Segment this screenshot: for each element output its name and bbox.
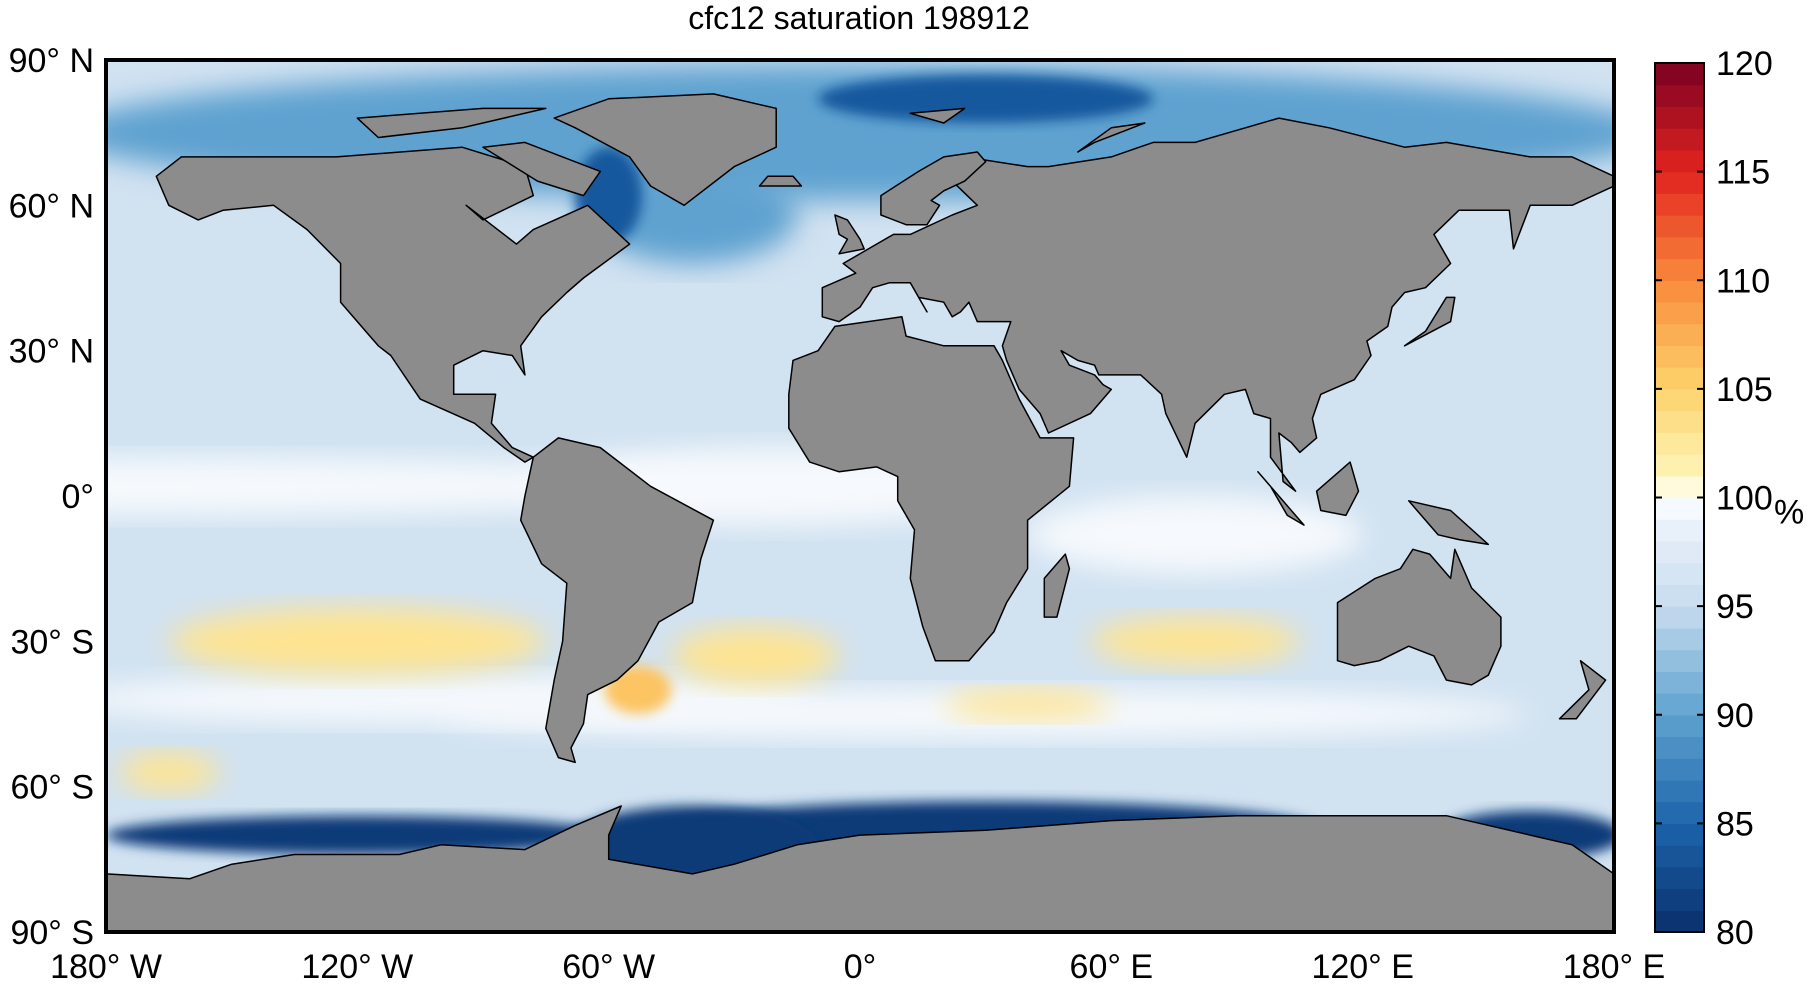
field-region [168,607,546,676]
colorbar-level [1655,736,1704,759]
land-north-america [155,146,631,463]
colorbar-level [1655,258,1704,281]
lat-tick-label: 0° [61,478,94,516]
field-region [118,752,220,792]
land-sumatra [1257,471,1305,526]
land-australia [1336,548,1502,686]
colorbar-level [1655,63,1704,86]
colorbar-level [1655,562,1704,585]
colorbar-level [1655,627,1704,651]
colorbar-level [1655,823,1704,846]
colorbar-level [1655,410,1704,433]
lat-tick-label: 90° N [9,42,94,80]
field-region [943,689,1112,719]
land-great-britain [834,214,865,255]
lon-tick-label: 60° W [562,948,655,984]
land-iceland [758,175,803,187]
colorbar: 80 85 90 95 100 105 110 115 120% [1654,45,1804,952]
colorbar-tick-label: 95 [1716,588,1754,626]
land-greenland [553,93,777,207]
field-region [818,74,1154,123]
colorbar-tick-label: 85 [1716,805,1754,843]
colorbar-level [1655,866,1704,890]
colorbar-tick-label: 100 [1716,480,1773,518]
field-region [604,665,672,714]
colorbar-level [1655,149,1704,173]
colorbar-level [1655,540,1704,564]
colorbar-level [1655,215,1704,238]
colorbar-level [1655,845,1704,868]
land-baffin-island [482,141,602,197]
field-region [106,815,609,855]
colorbar-level [1655,388,1704,412]
colorbar-level [1655,497,1704,520]
lon-tick-label: 120° E [1311,948,1413,984]
colorbar-level [1655,367,1704,390]
land-svalbard [909,107,966,124]
colorbar-tick-label: 115 [1716,154,1770,192]
colorbar-level [1655,84,1704,108]
colorbar-level [1655,236,1704,260]
field-region [1027,496,1363,574]
colorbar-level [1655,475,1704,499]
colorbar-level [1655,649,1704,672]
colorbar-units: % [1774,494,1804,532]
colorbar-level [1655,171,1704,194]
lat-tick-label: 30° S [10,623,94,661]
field-region [1090,617,1300,666]
land-eurasia [821,117,1614,492]
colorbar-level [1655,888,1704,911]
colorbar-level [1655,323,1704,347]
colorbar-level [1655,714,1704,738]
land-madagascar [1043,553,1071,618]
land-borneo [1315,461,1360,517]
land-africa [788,316,1075,662]
colorbar-level [1655,454,1704,477]
colorbar-level [1655,345,1704,368]
chart-title: cfc12 saturation 198912 [688,0,1030,36]
colorbar-level [1655,301,1704,325]
lon-tick-label: 180° E [1563,948,1665,984]
colorbar-level [1655,693,1704,716]
colorbar-tick-label: 90 [1716,697,1754,735]
colorbar-level [1655,280,1704,303]
lat-tick-label: 90° S [10,914,94,952]
colorbar-tick-label: 110 [1716,262,1770,300]
lon-tick-label: 0° [844,948,877,984]
colorbar-level [1655,671,1704,694]
colorbar-level [1655,432,1704,455]
land-masses [106,93,1614,932]
colorbar-level [1655,193,1704,216]
land-novaya-zemlya [1077,122,1146,153]
colorbar-level [1655,801,1704,824]
lon-tick-label: 120° W [301,948,413,984]
lat-tick-label: 60° S [10,769,94,807]
lat-tick-label: 60° N [9,187,94,225]
colorbar-level [1655,779,1704,803]
colorbar-tick-label: 105 [1716,371,1773,409]
land-japan [1403,296,1456,347]
land-scandinavia [880,151,987,226]
map-frame [104,58,1616,934]
land-antarctica [106,805,1614,932]
colorbar-level [1655,519,1704,542]
lon-tick-label: 60° E [1070,948,1154,984]
colorbar-tick-label: 80 [1716,914,1754,952]
colorbar-level [1655,758,1704,781]
colorbar-level [1655,910,1704,933]
colorbar-level [1655,584,1704,607]
land-south-america [519,437,715,764]
colorbar-level [1655,106,1704,129]
land-arctic-islands [356,107,547,139]
colorbar-tick-label: 120 [1716,45,1773,83]
colorbar-level [1655,606,1704,629]
colorbar-level [1655,128,1704,151]
land-new-zealand [1558,659,1607,720]
land-new-guinea [1407,500,1490,546]
field-region [671,626,840,685]
lat-tick-label: 30° N [9,333,94,371]
lon-tick-label: 180° W [50,948,162,984]
